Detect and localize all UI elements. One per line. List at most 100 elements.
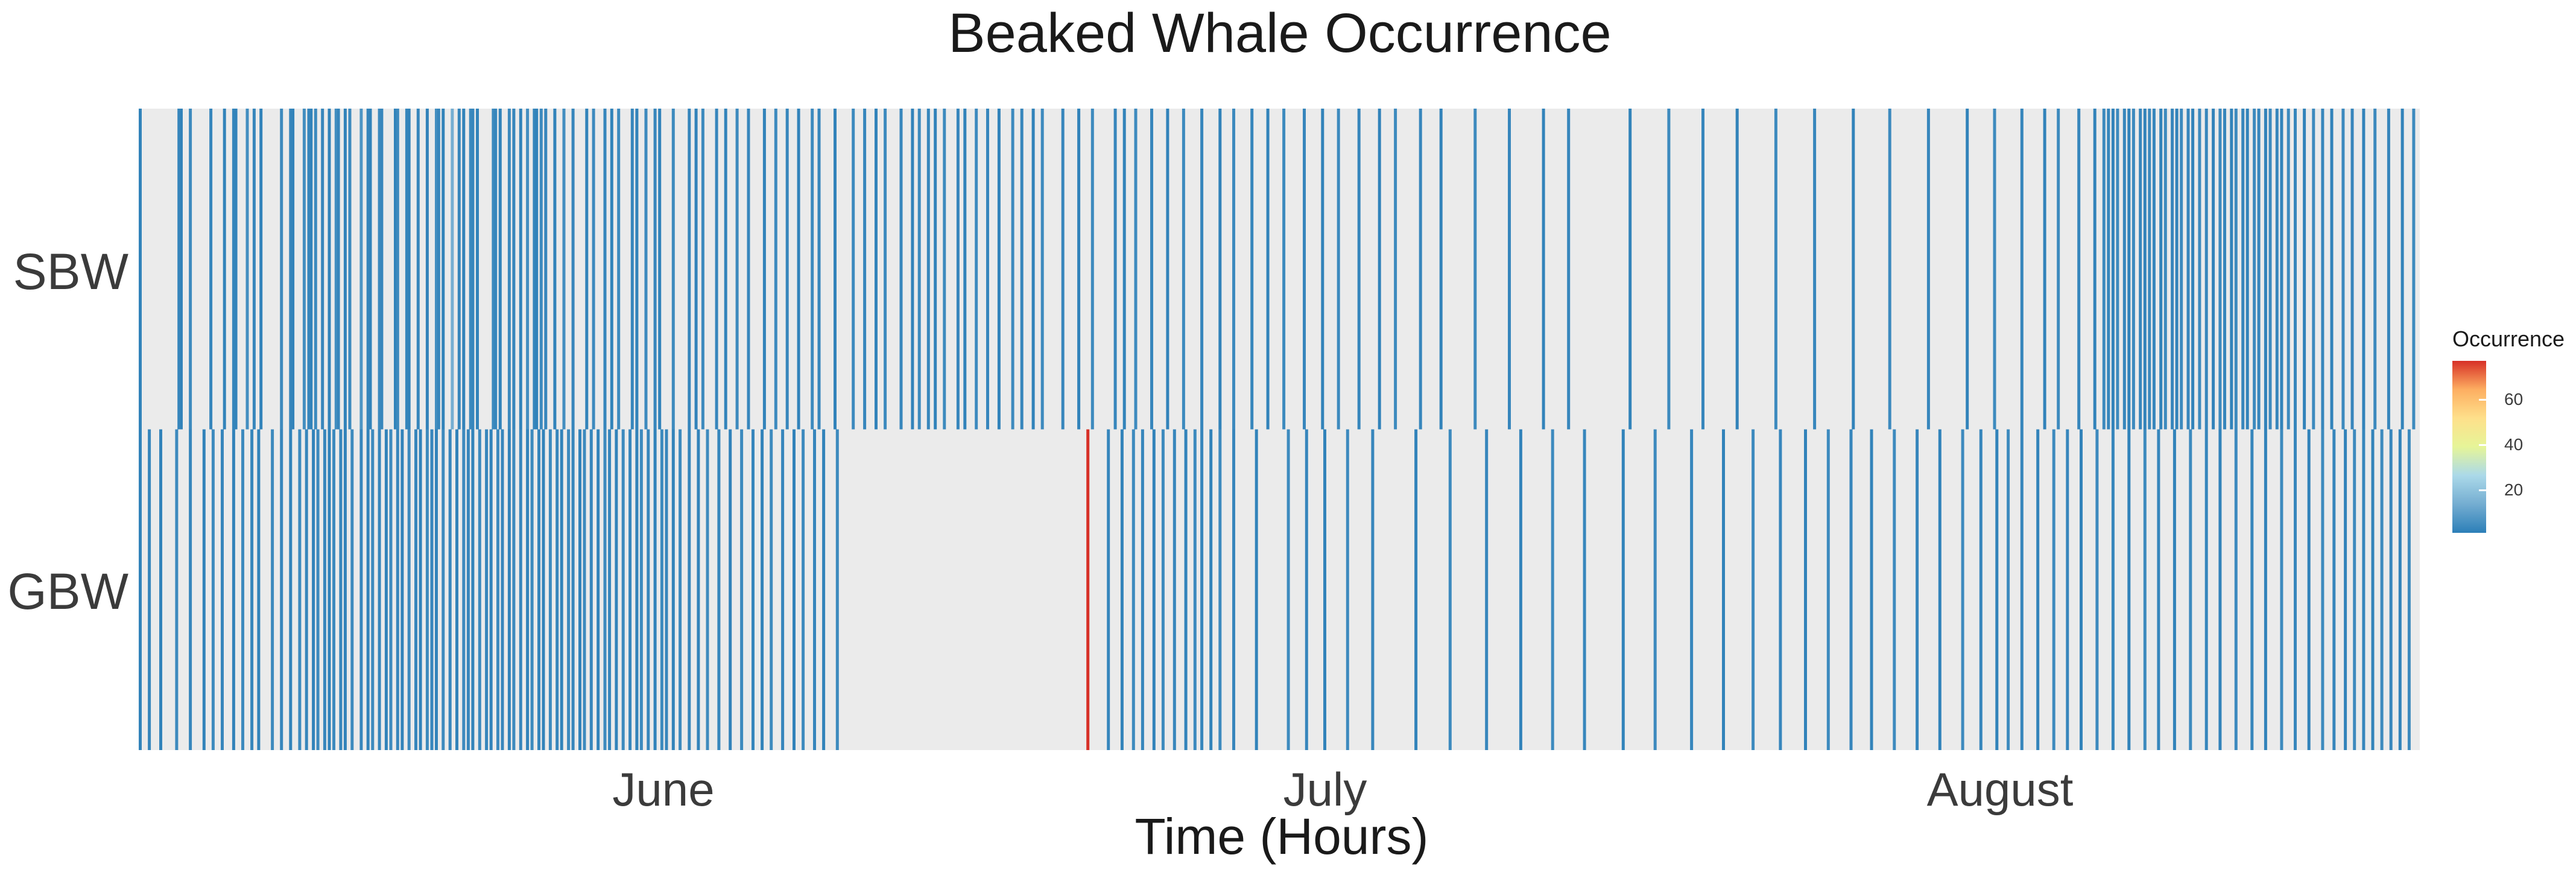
- heatmap-cell-sbw-111: [1200, 109, 1204, 430]
- heatmap-cell-sbw-38: [451, 109, 454, 430]
- heatmap-cell-sbw-35: [435, 109, 438, 430]
- heatmap-cell-gbw-154: [2280, 429, 2283, 750]
- heatmap-cell-sbw-69: [688, 109, 691, 430]
- heatmap-cell-sbw-84: [863, 109, 867, 430]
- heatmap-cell-sbw-160: [2180, 109, 2183, 430]
- heatmap-cell-sbw-44: [492, 109, 495, 430]
- heatmap-cell-sbw-33: [416, 109, 420, 430]
- heatmap-cell-sbw-188: [2387, 109, 2390, 430]
- heatmap-cell-gbw-65: [597, 429, 600, 750]
- heatmap-cell-sbw-67: [658, 109, 662, 430]
- heatmap-cell-sbw-152: [2139, 109, 2142, 430]
- x-tick-july: July: [1283, 763, 1367, 816]
- heatmap-cell-sbw-167: [2223, 109, 2226, 430]
- heatmap-cell-gbw-25: [359, 429, 363, 750]
- heatmap-cell-sbw-68: [671, 109, 675, 430]
- heatmap-cell-sbw-117: [1303, 109, 1306, 430]
- heatmap-cell-gbw-100: [1161, 429, 1165, 750]
- heatmap-cell-gbw-137: [2020, 429, 2024, 750]
- heatmap-cell-sbw-120: [1357, 109, 1361, 430]
- heatmap-cell-sbw-40: [462, 109, 466, 430]
- heatmap-cell-sbw-87: [899, 109, 903, 430]
- heatmap-cell-gbw-4: [189, 429, 192, 750]
- heatmap-cell-gbw-130: [1893, 429, 1896, 750]
- heatmap-cell-gbw-28: [378, 429, 381, 750]
- heatmap-cell-sbw-18: [321, 109, 324, 430]
- heatmap-cell-sbw-81: [817, 109, 821, 430]
- heatmap-plot: [139, 109, 2420, 750]
- heatmap-cell-gbw-90: [802, 429, 805, 750]
- heatmap-cell-gbw-84: [740, 429, 744, 750]
- heatmap-cell-gbw-150: [2218, 429, 2222, 750]
- heatmap-cell-gbw-112: [1346, 429, 1349, 750]
- heatmap-cell-gbw-53: [526, 429, 530, 750]
- heatmap-cell-gbw-125: [1779, 429, 1782, 750]
- heatmap-cell-gbw-43: [466, 429, 470, 750]
- heatmap-cell-sbw-47: [507, 109, 511, 430]
- heatmap-cell-gbw-94: [1086, 429, 1090, 750]
- heatmap-cell-gbw-21: [332, 429, 335, 750]
- heatmap-cell-sbw-77: [774, 109, 777, 430]
- heatmap-cell-sbw-161: [2186, 109, 2190, 430]
- heatmap-cell-gbw-11: [257, 429, 261, 750]
- heatmap-cell-gbw-121: [1653, 429, 1657, 750]
- heatmap-cell-sbw-4: [209, 109, 213, 430]
- heatmap-cell-gbw-78: [679, 429, 682, 750]
- heatmap-cell-gbw-126: [1804, 429, 1807, 750]
- heatmap-cell-sbw-65: [644, 109, 648, 430]
- legend-tick-mark: [2486, 444, 2492, 446]
- heatmap-cell-gbw-16: [305, 429, 308, 750]
- heatmap-cell-gbw-12: [271, 429, 274, 750]
- heatmap-cell-gbw-52: [519, 429, 522, 750]
- heatmap-cell-sbw-132: [1735, 109, 1739, 430]
- heatmap-cell-gbw-103: [1193, 429, 1197, 750]
- heatmap-cell-sbw-170: [2241, 109, 2245, 430]
- heatmap-cell-sbw-108: [1150, 109, 1153, 430]
- heatmap-cell-gbw-30: [389, 429, 393, 750]
- heatmap-cell-gbw-10: [250, 429, 254, 750]
- heatmap-cell-gbw-108: [1255, 429, 1258, 750]
- heatmap-cell-gbw-96: [1120, 429, 1124, 750]
- heatmap-cell-gbw-145: [2143, 429, 2147, 750]
- heatmap-cell-gbw-143: [2111, 429, 2115, 750]
- heatmap-cell-gbw-51: [512, 429, 516, 750]
- heatmap-cell-sbw-34: [425, 109, 429, 430]
- heatmap-cell-sbw-107: [1134, 109, 1138, 430]
- heatmap-cell-sbw-102: [1061, 109, 1065, 430]
- legend-colorbar: 20 40 60: [2452, 361, 2523, 533]
- heatmap-cell-gbw-106: [1218, 429, 1222, 750]
- heatmap-cell-sbw-143: [2077, 109, 2081, 430]
- heatmap-cell-sbw-12: [289, 109, 293, 430]
- heatmap-cell-gbw-120: [1621, 429, 1625, 750]
- heatmap-cell-sbw-56: [562, 109, 566, 430]
- heatmap-cell-sbw-113: [1232, 109, 1235, 430]
- heatmap-cell-sbw-71: [701, 109, 704, 430]
- heatmap-cell-gbw-87: [770, 429, 773, 750]
- heatmap-cell-sbw-21: [337, 109, 340, 430]
- heatmap-cell-sbw-26: [369, 109, 372, 430]
- heatmap-cell-sbw-97: [997, 109, 1001, 430]
- heatmap-cell-sbw-39: [457, 109, 461, 430]
- heatmap-cell-gbw-38: [435, 429, 438, 750]
- heatmap-cell-gbw-9: [241, 429, 244, 750]
- heatmap-cell-sbw-129: [1628, 109, 1632, 430]
- heatmap-cell-gbw-73: [647, 429, 650, 750]
- heatmap-cell-gbw-139: [2052, 429, 2055, 750]
- heatmap-cell-sbw-109: [1166, 109, 1169, 430]
- heatmap-cell-sbw-1: [177, 109, 181, 430]
- heatmap-cell-gbw-95: [1107, 429, 1110, 750]
- heatmap-cell-sbw-37: [441, 109, 445, 430]
- heatmap-cell-sbw-156: [2159, 109, 2163, 430]
- heatmap-cell-gbw-82: [717, 429, 721, 750]
- heatmap-cell-gbw-157: [2321, 429, 2324, 750]
- heatmap-cell-sbw-116: [1282, 109, 1286, 430]
- heatmap-cell-gbw-88: [781, 429, 785, 750]
- heatmap-cell-sbw-181: [2312, 109, 2315, 430]
- heatmap-cell-sbw-99: [1020, 109, 1024, 430]
- heatmap-cells: [139, 109, 2416, 750]
- heatmap-cell-sbw-8: [245, 109, 249, 430]
- heatmap-cell-sbw-148: [2116, 109, 2119, 430]
- heatmap-cell-gbw-92: [822, 429, 826, 750]
- heatmap-cell-gbw-159: [2344, 429, 2347, 750]
- heatmap-cell-gbw-32: [400, 429, 404, 750]
